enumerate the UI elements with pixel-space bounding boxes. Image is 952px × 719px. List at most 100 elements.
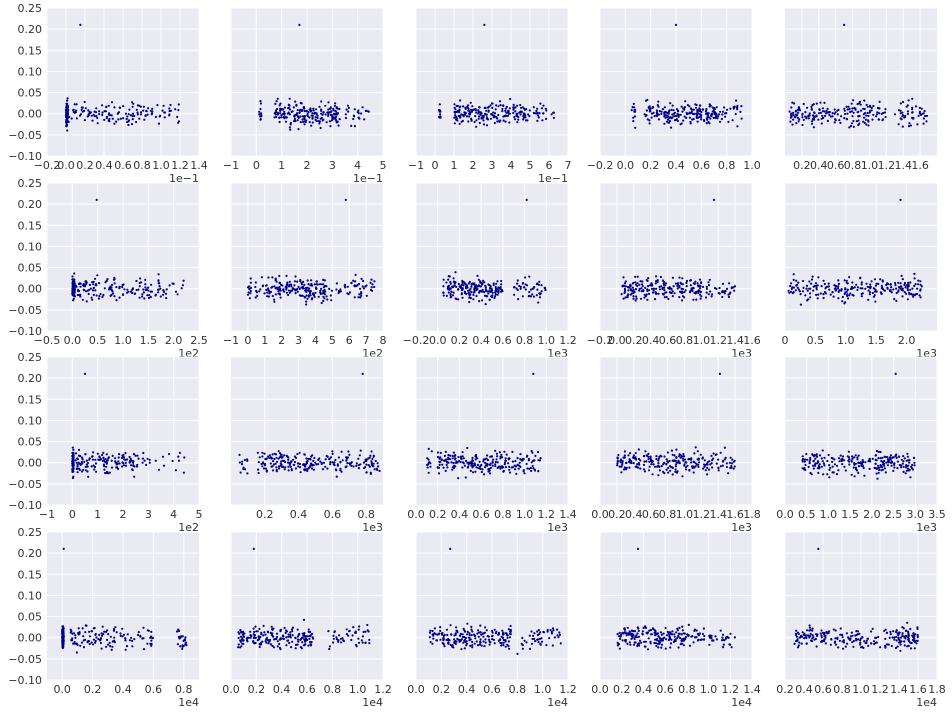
scatter-point <box>628 458 631 461</box>
scatter-point <box>322 295 325 298</box>
scatter-point <box>917 283 920 286</box>
scatter-point <box>266 291 269 294</box>
scatter-point <box>645 109 649 112</box>
scatter-point <box>508 471 512 474</box>
scatter-point <box>150 635 153 638</box>
scatter-point <box>328 457 331 460</box>
scatter-point <box>105 105 108 108</box>
axes-background <box>785 8 937 156</box>
scatter-point <box>661 108 665 111</box>
scatter-point <box>508 121 511 124</box>
scatter-point <box>537 640 540 644</box>
scatter-point <box>708 460 711 463</box>
scatter-point <box>654 642 658 645</box>
scatter-point <box>623 285 626 288</box>
scatter-point <box>491 102 494 105</box>
scatter-point <box>476 644 480 647</box>
scatter-point <box>522 118 525 121</box>
scatter-point <box>821 114 824 117</box>
scatter-point <box>332 637 335 640</box>
scatter-point <box>712 198 716 201</box>
scatter-point <box>452 285 455 288</box>
scatter-point <box>828 110 832 114</box>
scatter-point <box>305 119 308 122</box>
scatter-point <box>809 292 812 295</box>
scatter-point <box>367 630 370 633</box>
scatter-point <box>733 459 736 462</box>
scatter-point <box>509 97 512 101</box>
scatter-point <box>243 632 246 635</box>
scatter-point <box>679 637 682 640</box>
scatter-point <box>857 471 860 474</box>
scatter-point <box>537 116 540 119</box>
scatter-point <box>515 472 518 475</box>
scatter-point <box>131 645 134 648</box>
scatter-point <box>678 276 681 279</box>
scatter-point <box>269 462 272 465</box>
scatter-point <box>878 107 881 110</box>
scatter-point <box>451 454 454 457</box>
scatter-point <box>84 465 87 469</box>
scatter-point <box>616 456 619 459</box>
scatter-point <box>106 638 109 642</box>
scatter-point <box>895 299 898 302</box>
scatter-point <box>474 284 478 287</box>
scatter-point <box>108 112 111 115</box>
scatter-point <box>861 459 864 462</box>
scatter-point <box>314 291 317 294</box>
axes-background <box>600 183 752 331</box>
scatter-point <box>181 645 184 648</box>
scatter-point <box>717 469 720 472</box>
scatter-point <box>902 455 905 458</box>
scatter-point <box>368 465 371 468</box>
scatter-point <box>647 292 651 295</box>
scatter-point <box>531 293 534 296</box>
scatter-point <box>293 280 296 283</box>
scatter-point <box>825 109 828 112</box>
scatter-point <box>457 298 460 301</box>
scatter-point <box>872 113 875 116</box>
scatter-point <box>145 110 148 113</box>
scatter-point <box>163 116 166 119</box>
scatter-point <box>443 645 446 648</box>
scatter-point <box>644 115 647 118</box>
scatter-point <box>157 122 161 125</box>
y-tick-label: 0.20 <box>18 23 43 36</box>
scatter-point <box>435 639 439 642</box>
scatter-point <box>631 636 634 639</box>
scatter-point <box>495 452 498 455</box>
scatter-point <box>908 122 911 125</box>
scatter-point <box>906 112 910 116</box>
scatter-point <box>498 451 501 454</box>
x-tick-label: 8 <box>380 334 387 347</box>
scatter-point <box>150 642 153 646</box>
scatter-point <box>291 110 294 113</box>
scatter-point <box>461 296 464 299</box>
scatter-point <box>789 116 793 119</box>
scatter-point <box>832 295 835 298</box>
scatter-point <box>135 288 138 292</box>
scatter-point <box>327 108 330 111</box>
scatter-point <box>654 638 657 641</box>
axes-background <box>416 357 568 505</box>
scatter-point <box>514 110 517 113</box>
scatter-point <box>300 102 303 105</box>
scatter-point <box>372 465 375 468</box>
scatter-point <box>463 630 467 633</box>
x-tick-label: 6 <box>346 334 353 347</box>
scatter-point <box>350 464 353 467</box>
scatter-point <box>467 109 470 112</box>
scatter-point <box>889 290 892 293</box>
scatter-point <box>508 647 511 650</box>
scatter-point <box>521 636 524 640</box>
scatter-point <box>246 458 249 461</box>
scatter-point <box>682 644 686 647</box>
x-tick-label: 3 <box>295 334 302 347</box>
scatter-point <box>258 113 261 116</box>
scatter-point <box>730 462 734 465</box>
scatter-point <box>101 453 104 457</box>
scatter-point <box>354 273 357 276</box>
scatter-point <box>546 630 549 633</box>
scatter-point <box>663 286 666 289</box>
scatter-point <box>725 465 729 469</box>
